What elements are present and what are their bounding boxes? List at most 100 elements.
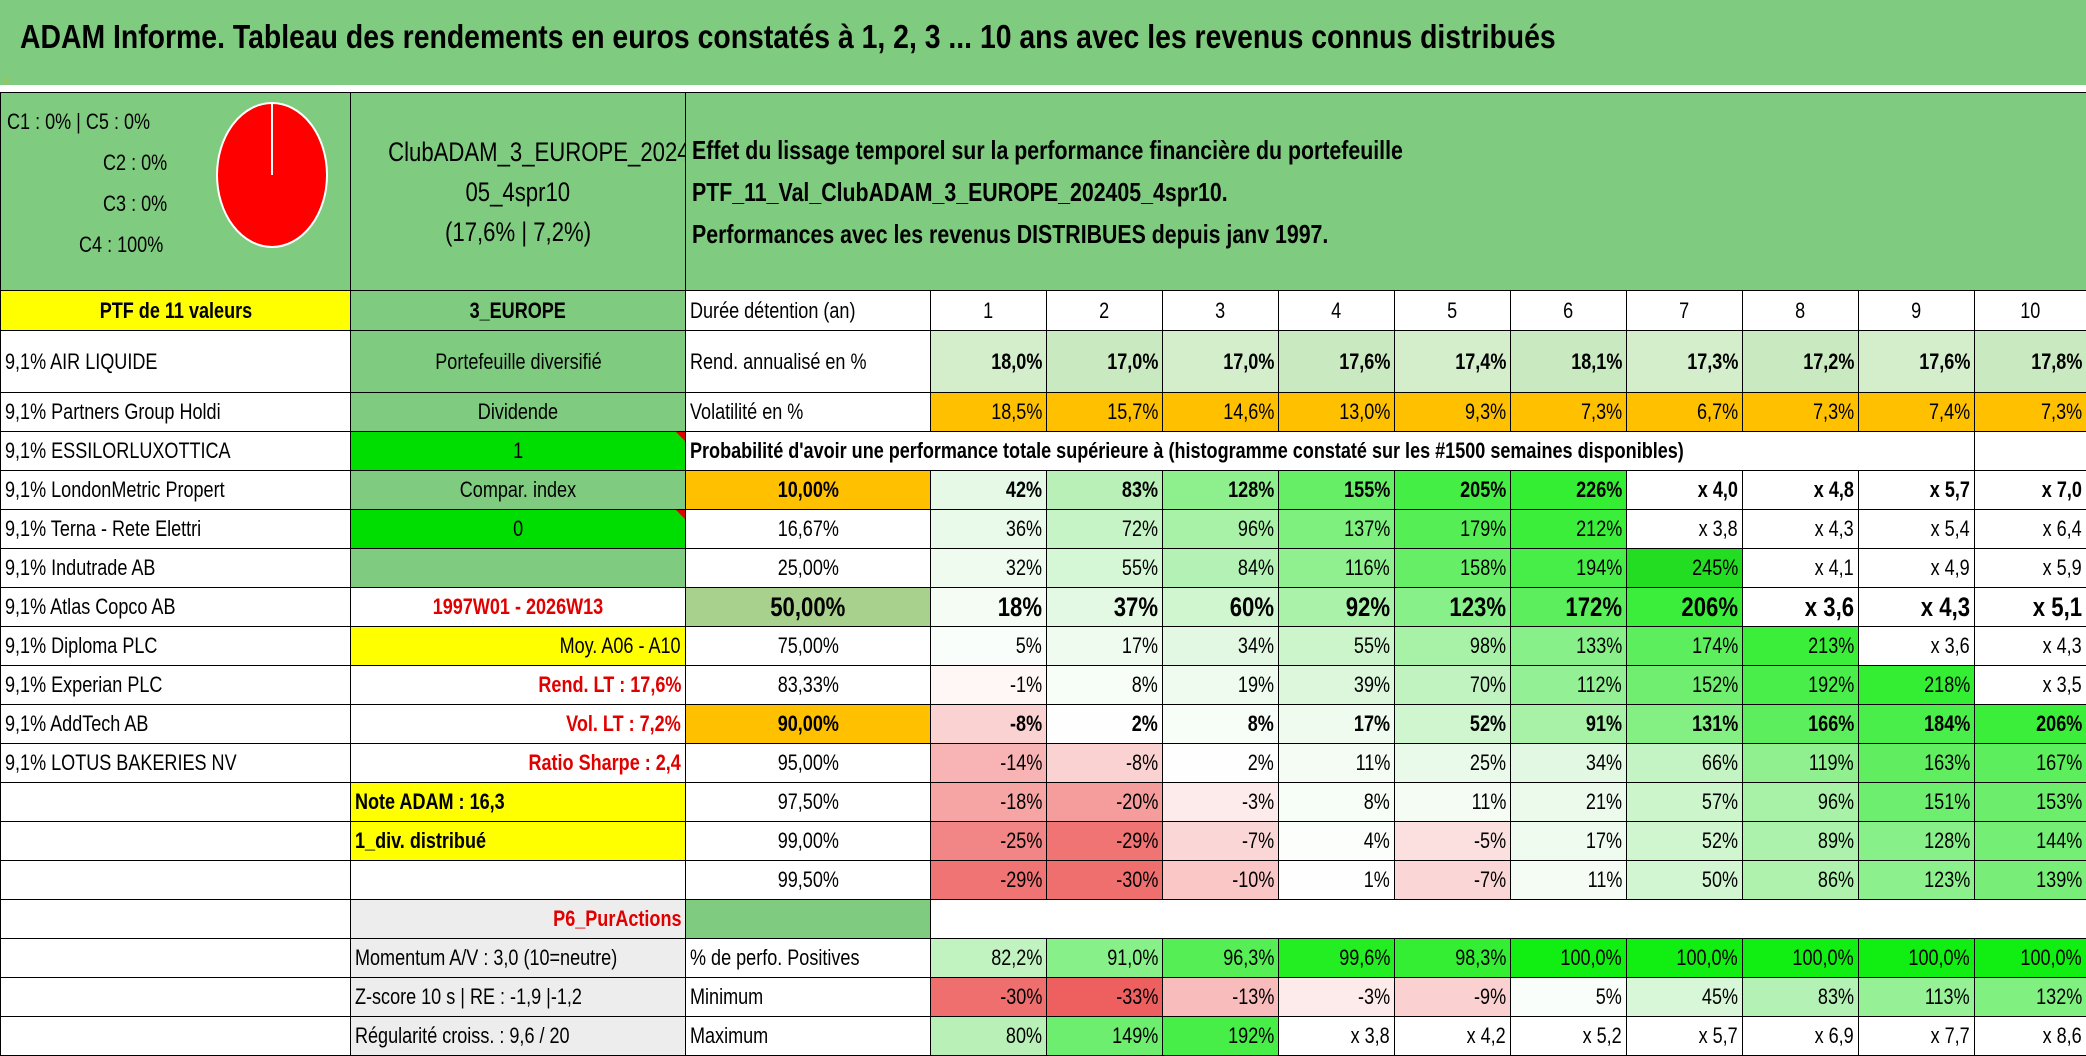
holding-name-text: 9,1% LOTUS BAKERIES NV [5, 750, 237, 776]
probability-value-text: 139% [2036, 867, 2082, 893]
probability-value: 205% [1395, 471, 1511, 510]
return-value: 17,8% [1975, 331, 2086, 393]
probability-value-text: 17% [1122, 633, 1158, 659]
probability-value-text: 2% [1132, 711, 1158, 737]
probability-value-text: 192% [1808, 672, 1854, 698]
year-header-text: 10 [2021, 298, 2041, 324]
probability-value-text: 17% [1354, 711, 1390, 737]
maximum-value-text: 149% [1112, 1023, 1158, 1049]
momentum-label: Momentum A/V : 3,0 (10=neutre) [351, 939, 686, 978]
return-value: 18,0% [931, 331, 1047, 393]
probability-value: -5% [1395, 822, 1511, 861]
probability-value: 52% [1395, 705, 1511, 744]
year-header: 1 [931, 291, 1047, 331]
empty-cell [1511, 900, 1627, 939]
probability-value-text: 84% [1238, 555, 1274, 581]
volatility-value: 9,3% [1395, 393, 1511, 432]
probability-value: x 4,9 [1859, 549, 1975, 588]
return-value-text: 17,0% [1107, 349, 1158, 375]
probability-value-text: 25% [1470, 750, 1506, 776]
probability-value-text: -20% [1116, 789, 1158, 815]
probability-value: 32% [931, 549, 1047, 588]
club-portfolio-name: ClubADAM_3_EUROPE_2024 05_4spr10 (17,6% … [351, 93, 686, 291]
probability-value-text: 174% [1692, 633, 1738, 659]
probability-value-text: 151% [1924, 789, 1970, 815]
probability-row: 99,50%-29%-30%-10%1%-7%11%50%86%123%139% [1, 861, 2086, 900]
return-label: Rend. annualisé en % [686, 331, 931, 393]
empty-cell [1743, 900, 1859, 939]
compar-index-label-text: Compar. index [460, 477, 576, 503]
probability-value-text: 8% [1364, 789, 1390, 815]
return-value: 17,4% [1395, 331, 1511, 393]
category-legend: C1 : 0% | C5 : 0% C2 : 0% C3 : 0% C4 : 1… [1, 93, 351, 291]
probability-value: 226% [1511, 471, 1627, 510]
probability-threshold-text: 90,00% [777, 711, 838, 737]
probability-value-text: 96% [1818, 789, 1854, 815]
holding-name-text: 9,1% ESSILORLUXOTTICA [5, 438, 231, 464]
probability-value-text: 72% [1122, 516, 1158, 542]
minimum-value-text: 5% [1596, 984, 1622, 1010]
probability-value-text: 153% [2036, 789, 2082, 815]
probability-value: 213% [1743, 627, 1859, 666]
long-term-return-text: Rend. LT : 17,6% [538, 672, 681, 698]
probability-value: 116% [1279, 549, 1395, 588]
probability-threshold: 75,00% [686, 627, 931, 666]
probability-value: 167% [1975, 744, 2086, 783]
volatility-value-text: 7,4% [1929, 399, 1970, 425]
probability-value: 55% [1047, 549, 1163, 588]
dividend-value: 1 [351, 432, 686, 471]
positive-value: 96,3% [1163, 939, 1279, 978]
probability-value-text: -29% [1116, 828, 1158, 854]
probability-value: 174% [1627, 627, 1743, 666]
probability-value: 218% [1859, 666, 1975, 705]
volatility-value: 14,6% [1163, 393, 1279, 432]
probability-value: 60% [1163, 588, 1279, 627]
probability-value: 52% [1627, 822, 1743, 861]
probability-value: 137% [1279, 510, 1395, 549]
return-value-text: 18,0% [991, 349, 1042, 375]
probability-threshold: 90,00% [686, 705, 931, 744]
probability-value-text: -5% [1474, 828, 1506, 854]
return-value-text: 18,1% [1571, 349, 1622, 375]
positive-value: 91,0% [1047, 939, 1163, 978]
probability-value-text: -30% [1116, 867, 1158, 893]
volatility-value-text: 9,3% [1465, 399, 1506, 425]
probability-value: 158% [1395, 549, 1511, 588]
minimum-value: 83% [1743, 978, 1859, 1017]
probability-value: -8% [1047, 744, 1163, 783]
probability-value: 166% [1743, 705, 1859, 744]
probability-value: -8% [931, 705, 1047, 744]
return-value-text: 17,6% [1339, 349, 1390, 375]
positive-label: % de perfo. Positives [686, 939, 931, 978]
positive-value-text: 98,3% [1455, 945, 1506, 971]
probability-threshold-text: 95,00% [777, 750, 838, 776]
maximum-value: x 7,7 [1859, 1017, 1975, 1056]
probability-value: 152% [1627, 666, 1743, 705]
minimum-value-text: -3% [1358, 984, 1390, 1010]
maximum-value: x 3,8 [1279, 1017, 1395, 1056]
holding-name-text: 9,1% Diploma PLC [5, 633, 157, 659]
empty-cell [1395, 900, 1511, 939]
probability-threshold-text: 16,67% [777, 516, 838, 542]
empty-holding [1, 939, 351, 978]
probability-value-text: 34% [1586, 750, 1622, 776]
duration-label: Durée détention (an) [686, 291, 931, 331]
positive-value-text: 91,0% [1107, 945, 1158, 971]
probability-value: 66% [1627, 744, 1743, 783]
return-value-text: 17,2% [1803, 349, 1854, 375]
regularity-label: Régularité croiss. : 9,6 / 20 [351, 1017, 686, 1056]
probability-threshold-text: 97,50% [777, 789, 838, 815]
holding-name-text: 9,1% AddTech AB [5, 711, 148, 737]
compar-index-value-text: 0 [513, 516, 523, 542]
minimum-value: -3% [1279, 978, 1395, 1017]
volatility-value-text: 18,5% [991, 399, 1042, 425]
probability-threshold-text: 75,00% [777, 633, 838, 659]
probability-value-text: 123% [1449, 592, 1506, 623]
probability-value: 144% [1975, 822, 2086, 861]
diversified-label-text: Portefeuille diversifié [435, 349, 601, 375]
probability-threshold: 10,00% [686, 471, 931, 510]
